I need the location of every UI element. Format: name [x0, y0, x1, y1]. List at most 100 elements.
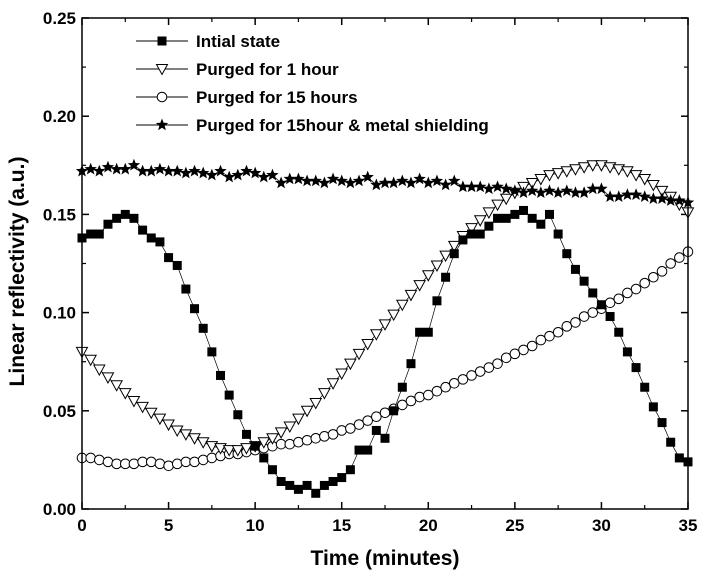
data-point [638, 174, 652, 186]
data-point [525, 177, 539, 190]
data-point [526, 340, 538, 352]
data-point [222, 445, 236, 457]
data-point [603, 162, 617, 174]
data-point [319, 480, 329, 490]
data-point [397, 382, 407, 392]
data-point [484, 221, 494, 231]
data-point [527, 213, 537, 223]
data-point [112, 213, 122, 223]
data-point [422, 176, 435, 189]
data-point [414, 391, 425, 403]
data-point [216, 370, 226, 380]
data-point [119, 162, 132, 175]
data-point [214, 164, 227, 177]
data-point [456, 180, 470, 193]
data-point [560, 184, 573, 197]
data-point [361, 339, 375, 351]
data-point [170, 425, 184, 437]
data-point [345, 423, 356, 434]
data-point [335, 368, 349, 381]
data-point [285, 480, 295, 490]
data-point [406, 359, 416, 369]
data-point [647, 192, 660, 204]
data-point [344, 176, 357, 189]
data-point [493, 213, 503, 223]
data-point [430, 174, 444, 187]
plot-frame [81, 17, 689, 510]
data-point [596, 300, 606, 310]
data-point [257, 170, 270, 183]
data-point [85, 452, 96, 464]
data-point [613, 293, 625, 305]
data-point [457, 374, 469, 385]
data-point [387, 309, 401, 322]
data-point [240, 443, 253, 455]
series-layer [75, 158, 695, 498]
series-line [81, 210, 689, 494]
data-point [448, 378, 460, 389]
data-point [612, 164, 626, 176]
data-point [577, 186, 591, 199]
data-point [380, 433, 390, 443]
x-tick-label: 20 [419, 516, 438, 535]
data-point [231, 168, 245, 181]
data-point [603, 190, 617, 202]
data-point [588, 288, 598, 298]
x-axis-title: Time (minutes) [311, 547, 460, 570]
legend-marker [157, 36, 167, 46]
data-point [569, 164, 582, 176]
data-point [164, 253, 174, 263]
data-point [517, 186, 530, 199]
data-point [248, 166, 262, 179]
data-point [352, 174, 366, 187]
data-point [475, 229, 485, 239]
data-point [413, 172, 426, 185]
data-point [197, 166, 210, 179]
data-point [354, 445, 364, 455]
data-point [371, 411, 382, 422]
data-point [630, 283, 642, 295]
data-point [181, 284, 191, 294]
data-point [205, 441, 219, 453]
legend-item: Purged for 15hour & metal shielding [136, 116, 489, 135]
data-point [103, 219, 113, 229]
data-point [423, 327, 433, 337]
data-point [94, 229, 104, 239]
x-tick-label: 0 [77, 516, 86, 535]
data-point [595, 182, 608, 195]
data-point [93, 164, 106, 177]
data-point [474, 180, 487, 193]
data-point [337, 473, 347, 483]
data-point [605, 312, 615, 322]
data-point [189, 456, 200, 468]
data-point [361, 170, 374, 183]
y-tick-label: 0.15 [43, 205, 76, 224]
data-point [162, 419, 175, 432]
data-point [586, 160, 600, 172]
series-1 [77, 205, 693, 498]
data-point [110, 380, 123, 392]
data-point [518, 344, 529, 356]
data-point [499, 193, 513, 206]
data-point [154, 458, 166, 470]
data-point [397, 399, 408, 411]
data-point [136, 401, 149, 414]
data-point [473, 215, 487, 227]
data-point [448, 174, 461, 187]
data-point [378, 319, 392, 331]
data-point [501, 213, 511, 223]
data-point [466, 370, 477, 381]
data-point [491, 199, 504, 212]
data-point [396, 174, 409, 187]
data-point [336, 425, 348, 436]
data-point [309, 397, 323, 410]
data-point [534, 174, 548, 186]
data-point [519, 205, 529, 215]
data-point [510, 209, 520, 219]
legend-marker [156, 91, 168, 103]
data-point [551, 168, 565, 180]
data-point [474, 366, 486, 377]
series-4 [75, 158, 695, 208]
data-point [188, 433, 201, 445]
x-tick-label: 30 [592, 516, 611, 535]
